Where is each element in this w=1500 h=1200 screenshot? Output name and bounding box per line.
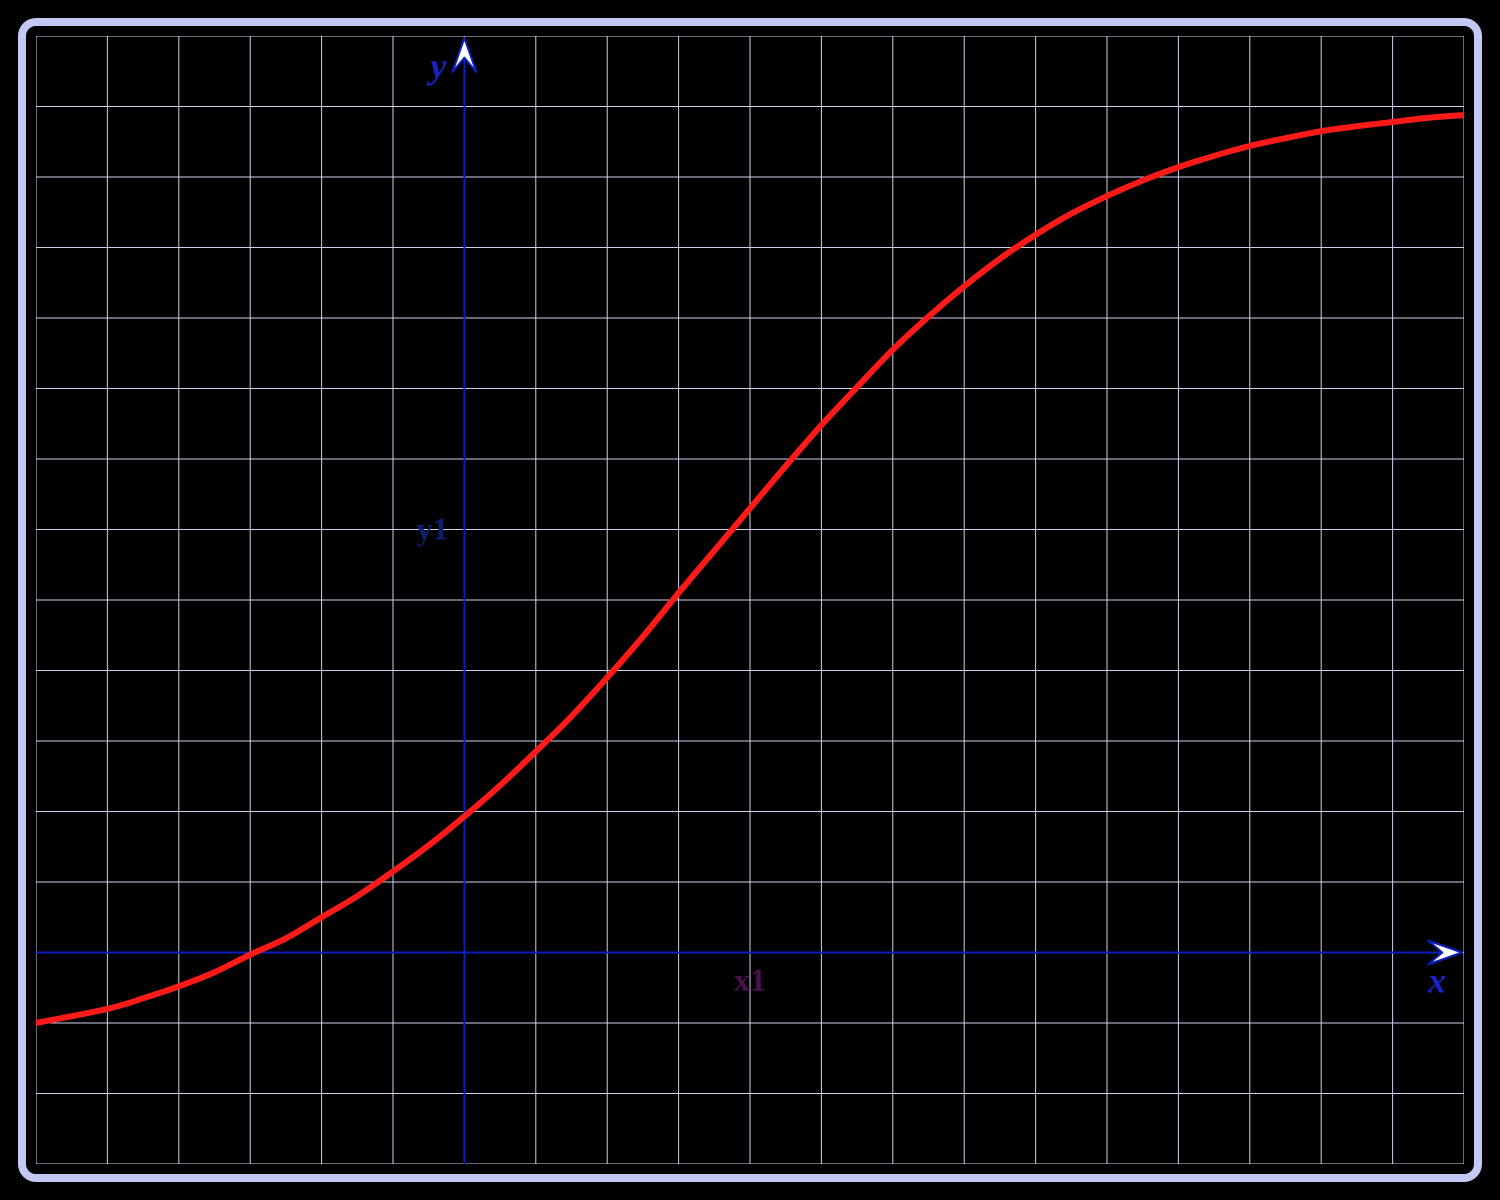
chart-svg: x y x1 y1: [0, 0, 1500, 1200]
chart-root: x y x1 y1: [0, 0, 1500, 1200]
y1-marker-label: y1: [416, 511, 448, 547]
y-axis-label: y: [426, 46, 447, 86]
x-axis-label: x: [1427, 961, 1446, 1001]
x1-marker-label: x1: [734, 962, 766, 998]
